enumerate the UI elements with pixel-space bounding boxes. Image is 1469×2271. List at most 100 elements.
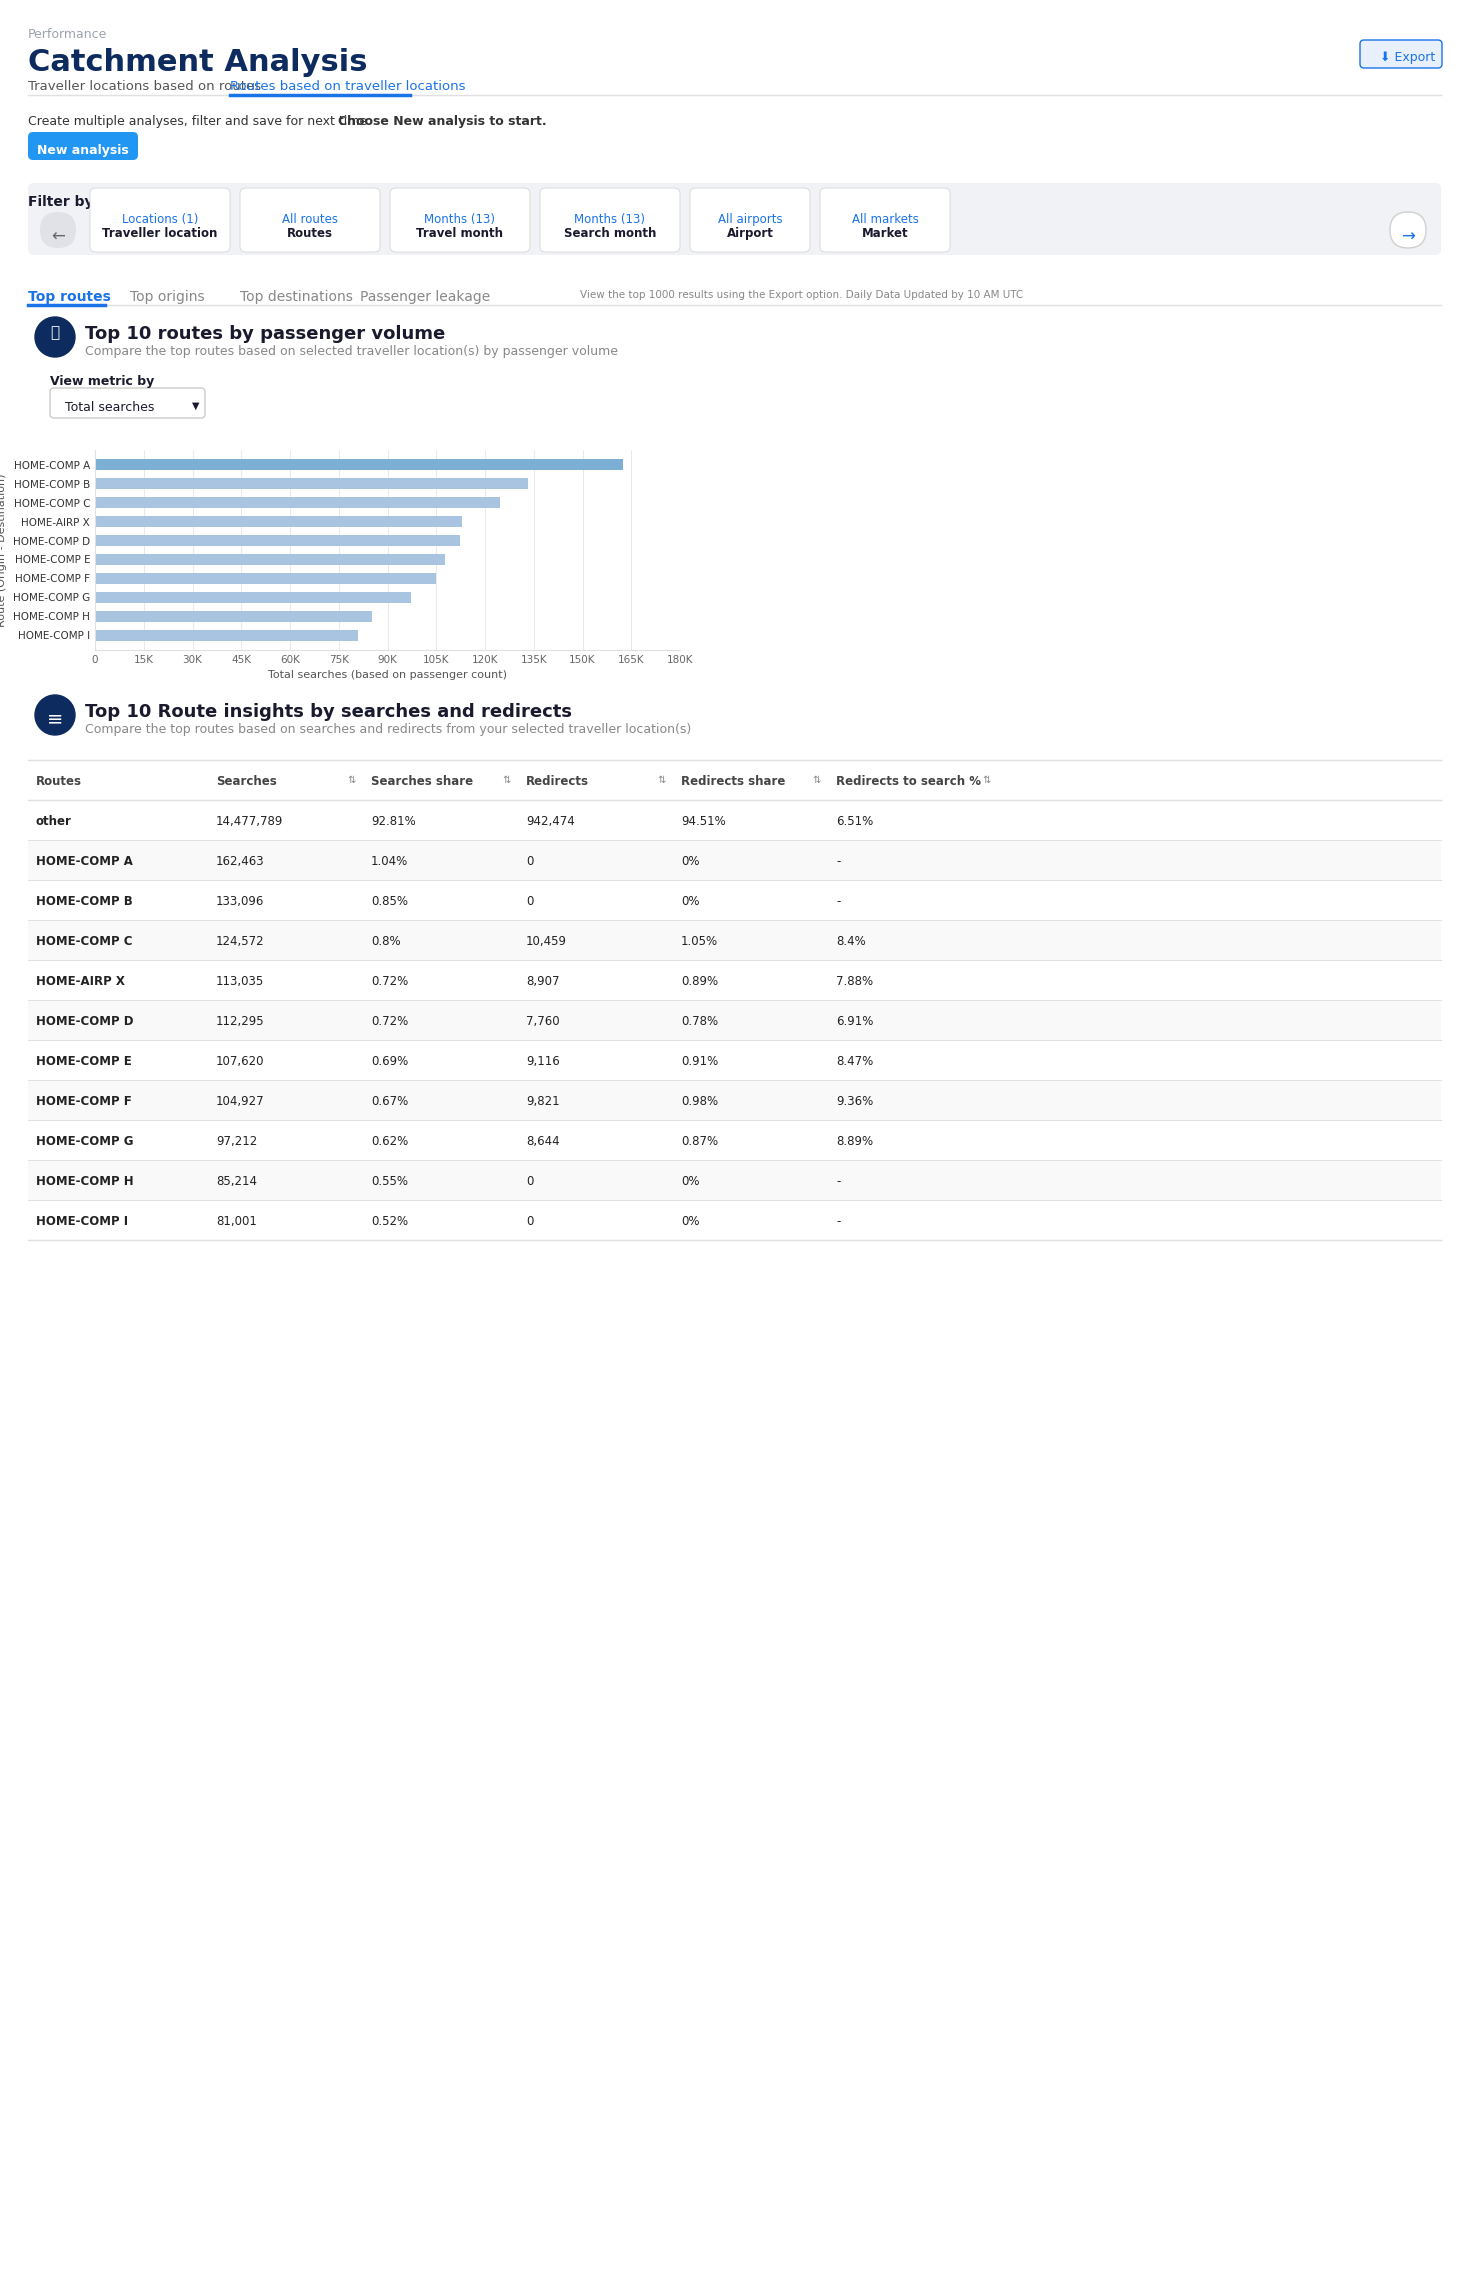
Text: -: - bbox=[836, 1174, 840, 1188]
Text: 81,001: 81,001 bbox=[216, 1215, 257, 1229]
Text: HOME-COMP D: HOME-COMP D bbox=[37, 1015, 134, 1029]
Text: 0.85%: 0.85% bbox=[372, 895, 408, 908]
Text: 113,035: 113,035 bbox=[216, 974, 264, 988]
Text: Market: Market bbox=[862, 227, 908, 241]
Bar bbox=[28, 1160, 1441, 1199]
Bar bbox=[95, 516, 463, 527]
Text: 94.51%: 94.51% bbox=[682, 815, 726, 829]
Text: other: other bbox=[37, 815, 72, 829]
Text: Catchment Analysis: Catchment Analysis bbox=[28, 48, 367, 77]
Text: 0.72%: 0.72% bbox=[372, 974, 408, 988]
Bar bbox=[95, 593, 411, 604]
Text: HOME-COMP A: HOME-COMP A bbox=[37, 854, 132, 868]
Text: Months (13): Months (13) bbox=[425, 213, 495, 227]
FancyBboxPatch shape bbox=[90, 188, 231, 252]
Bar bbox=[28, 961, 1441, 999]
Text: 0: 0 bbox=[526, 1174, 533, 1188]
FancyBboxPatch shape bbox=[239, 188, 380, 252]
Text: Top routes: Top routes bbox=[28, 291, 110, 304]
Text: Locations (1): Locations (1) bbox=[122, 213, 198, 227]
Text: Search month: Search month bbox=[564, 227, 657, 241]
Circle shape bbox=[35, 695, 75, 736]
Text: Routes: Routes bbox=[37, 774, 82, 788]
Bar bbox=[28, 840, 1441, 879]
Text: 6.91%: 6.91% bbox=[836, 1015, 874, 1029]
Text: -: - bbox=[836, 854, 840, 868]
Bar bbox=[95, 536, 460, 547]
Text: HOME-COMP E: HOME-COMP E bbox=[37, 1056, 132, 1067]
Text: ⇅: ⇅ bbox=[980, 774, 992, 786]
Text: Redirects: Redirects bbox=[526, 774, 589, 788]
Bar bbox=[28, 879, 1441, 920]
Text: Performance: Performance bbox=[28, 27, 107, 41]
Text: All markets: All markets bbox=[852, 213, 918, 227]
Text: 7,760: 7,760 bbox=[526, 1015, 560, 1029]
Text: Top 10 routes by passenger volume: Top 10 routes by passenger volume bbox=[85, 325, 445, 343]
Text: 14,477,789: 14,477,789 bbox=[216, 815, 284, 829]
Text: 97,212: 97,212 bbox=[216, 1136, 257, 1149]
FancyBboxPatch shape bbox=[1360, 41, 1443, 68]
FancyBboxPatch shape bbox=[1390, 211, 1426, 248]
Text: →: → bbox=[1401, 227, 1415, 245]
Bar bbox=[28, 1040, 1441, 1081]
Text: HOME-COMP F: HOME-COMP F bbox=[37, 1095, 132, 1108]
Text: 112,295: 112,295 bbox=[216, 1015, 264, 1029]
Bar bbox=[28, 799, 1441, 840]
Text: Airport: Airport bbox=[727, 227, 774, 241]
Text: 9,821: 9,821 bbox=[526, 1095, 560, 1108]
Text: Redirects to search %: Redirects to search % bbox=[836, 774, 981, 788]
Text: Passenger leakage: Passenger leakage bbox=[360, 291, 491, 304]
Text: 107,620: 107,620 bbox=[216, 1056, 264, 1067]
Text: 0%: 0% bbox=[682, 895, 699, 908]
FancyBboxPatch shape bbox=[820, 188, 950, 252]
Text: All routes: All routes bbox=[282, 213, 338, 227]
Text: Months (13): Months (13) bbox=[574, 213, 645, 227]
Text: 8.47%: 8.47% bbox=[836, 1056, 873, 1067]
Text: 1.05%: 1.05% bbox=[682, 936, 718, 947]
Text: Routes based on traveller locations: Routes based on traveller locations bbox=[231, 79, 466, 93]
Text: 124,572: 124,572 bbox=[216, 936, 264, 947]
FancyBboxPatch shape bbox=[28, 132, 138, 159]
Text: 85,214: 85,214 bbox=[216, 1174, 257, 1188]
Bar bbox=[95, 459, 623, 470]
Text: 0.91%: 0.91% bbox=[682, 1056, 718, 1067]
Text: Choose New analysis to start.: Choose New analysis to start. bbox=[338, 116, 546, 127]
Bar bbox=[28, 1081, 1441, 1120]
Text: 8,907: 8,907 bbox=[526, 974, 560, 988]
Text: ≡: ≡ bbox=[47, 709, 63, 729]
Text: View the top 1000 results using the Export option. Daily Data Updated by 10 AM U: View the top 1000 results using the Expo… bbox=[580, 291, 1024, 300]
Text: 📊: 📊 bbox=[50, 325, 60, 341]
Text: ⇅: ⇅ bbox=[345, 774, 357, 786]
Text: 0: 0 bbox=[526, 854, 533, 868]
Text: Compare the top routes based on selected traveller location(s) by passenger volu: Compare the top routes based on selected… bbox=[85, 345, 618, 359]
Text: Traveller location: Traveller location bbox=[103, 227, 217, 241]
Text: Searches: Searches bbox=[216, 774, 276, 788]
Text: 104,927: 104,927 bbox=[216, 1095, 264, 1108]
Text: Redirects share: Redirects share bbox=[682, 774, 786, 788]
Bar bbox=[95, 477, 527, 488]
Text: Top destinations: Top destinations bbox=[239, 291, 353, 304]
Bar bbox=[95, 629, 358, 640]
FancyBboxPatch shape bbox=[389, 188, 530, 252]
Text: New analysis: New analysis bbox=[37, 143, 129, 157]
Text: ⇅: ⇅ bbox=[809, 774, 821, 786]
Text: -: - bbox=[836, 1215, 840, 1229]
Circle shape bbox=[35, 318, 75, 357]
Text: Top 10 Route insights by searches and redirects: Top 10 Route insights by searches and re… bbox=[85, 704, 571, 720]
Text: 0.62%: 0.62% bbox=[372, 1136, 408, 1149]
Text: All airports: All airports bbox=[718, 213, 783, 227]
Text: 7.88%: 7.88% bbox=[836, 974, 873, 988]
Text: Compare the top routes based on searches and redirects from your selected travel: Compare the top routes based on searches… bbox=[85, 722, 692, 736]
Text: 10,459: 10,459 bbox=[526, 936, 567, 947]
Text: 0: 0 bbox=[526, 895, 533, 908]
Y-axis label: Route (Origin - Destination): Route (Origin - Destination) bbox=[0, 472, 7, 627]
X-axis label: Total searches (based on passenger count): Total searches (based on passenger count… bbox=[267, 670, 507, 681]
Text: 0: 0 bbox=[526, 1215, 533, 1229]
Bar bbox=[95, 497, 499, 509]
FancyBboxPatch shape bbox=[28, 184, 1441, 254]
Text: 0.52%: 0.52% bbox=[372, 1215, 408, 1229]
Bar bbox=[28, 999, 1441, 1040]
Text: Top origins: Top origins bbox=[129, 291, 204, 304]
Text: 133,096: 133,096 bbox=[216, 895, 264, 908]
Text: 9.36%: 9.36% bbox=[836, 1095, 873, 1108]
